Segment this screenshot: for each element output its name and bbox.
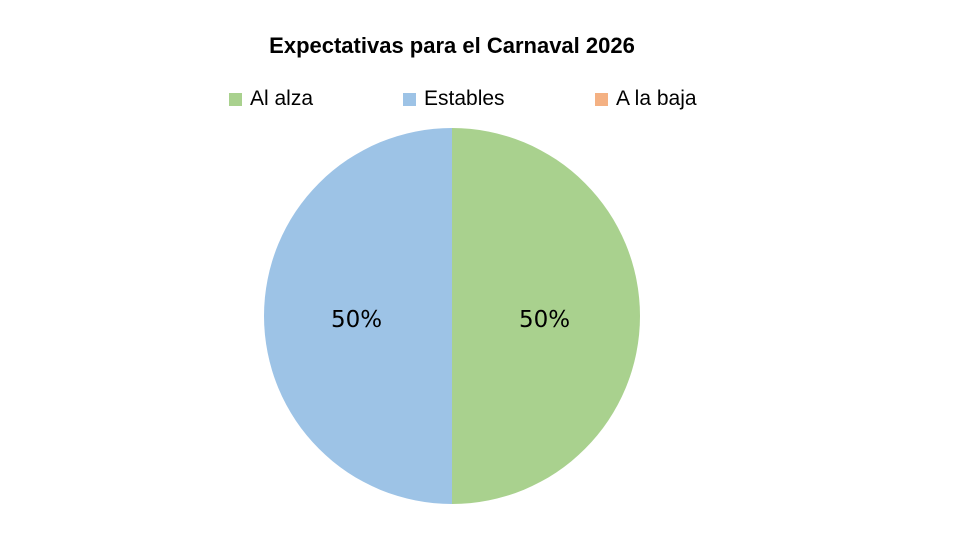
slice-al-alza [452,128,640,504]
slice-label-estables: 50% [331,307,383,333]
legend-label: Estables [424,87,505,110]
legend-label: Al alza [250,87,314,110]
slice-label-al-alza: 50% [519,307,571,333]
slice-estables [264,128,452,504]
legend-item-estables: Estables [403,87,505,111]
legend-label: A la baja [616,87,697,110]
chart-title: Expectativas para el Carnaval 2026 [269,33,635,58]
legend-item-al-alza: Al alza [229,87,313,111]
legend-item-a-la-baja: A la baja [595,87,697,111]
legend-swatch-estables [403,92,416,106]
legend-swatch-al-alza [229,92,242,106]
legend-swatch-a-la-baja [595,92,608,106]
